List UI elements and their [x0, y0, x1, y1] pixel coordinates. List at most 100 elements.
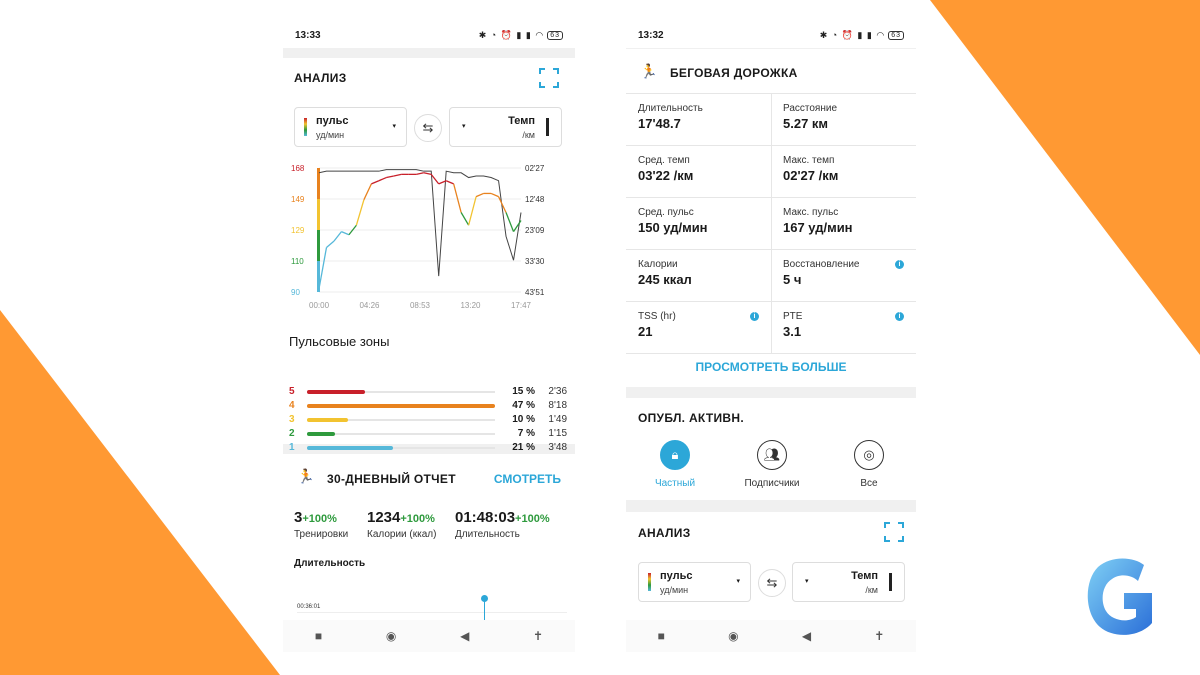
metric-value: 02'27 /км	[783, 168, 839, 183]
stat-value: 3	[294, 509, 303, 526]
status-bar: 13:33 ✱ ◔ ⏰ ▮ ▮ ◠ 63	[283, 22, 575, 48]
accessibility-icon[interactable]: ✝	[533, 629, 544, 643]
y-right-tick: 23'09	[525, 226, 545, 235]
battery-icon: 63	[888, 30, 904, 40]
home-icon[interactable]: ◉	[728, 629, 739, 643]
duration-chart-gridline	[297, 612, 567, 613]
hr-pace-chart: 168 02'27 149 12'48 129 23'09 110 33'30 90 43'51 0…	[291, 164, 545, 310]
metric-value: 21	[638, 324, 653, 339]
accessibility-icon[interactable]: ✝	[874, 629, 885, 643]
analysis-title: АНАЛИЗ	[638, 526, 691, 540]
zone-track	[307, 418, 495, 422]
view-report-link[interactable]: СМОТРЕТЬ	[493, 472, 561, 486]
treadmill-icon: 🏃	[640, 63, 658, 79]
metric-label: Сред. темп	[638, 155, 690, 166]
report-title: 30-ДНЕВНЫЙ ОТЧЕТ	[327, 472, 456, 486]
visibility-followers[interactable]: 👥︎ Подписчики	[737, 440, 807, 489]
metric-cell: Калории 245 ккал	[626, 250, 771, 302]
x-tick: 04:26	[359, 301, 380, 310]
metric-value: 03'22 /км	[638, 168, 694, 183]
select-label: Темп	[851, 570, 878, 582]
hr-line-segment	[497, 196, 507, 213]
hr-line-segment	[438, 180, 447, 185]
brand-logo	[1087, 558, 1152, 635]
visibility-private[interactable]: 🔒︎ Частный	[640, 440, 710, 489]
zone-number: 5	[289, 386, 295, 397]
metric-label: Сред. пульс	[638, 207, 694, 218]
status-icons: ✱ ◔ ⏰ ▮ ▮ ◠ 63	[820, 30, 904, 41]
zone-time: 1'15	[548, 428, 567, 439]
info-icon[interactable]: i	[895, 312, 904, 321]
expand-icon[interactable]	[539, 68, 559, 88]
hr-line-segment	[490, 192, 499, 198]
zone-number: 4	[289, 400, 295, 411]
y-right-tick: 02'27	[525, 164, 545, 173]
zone-row: 3 10 % 1'49	[289, 414, 567, 426]
expand-icon[interactable]	[884, 522, 904, 542]
metric-value: 150 уд/мин	[638, 220, 708, 235]
metric-label: Расстояние	[783, 103, 838, 114]
select-label: пульс	[316, 115, 349, 127]
zone-bar	[307, 390, 366, 394]
x-tick: 00:00	[309, 301, 330, 310]
metric-value: 167 уд/мин	[783, 220, 853, 235]
pace-line	[318, 169, 522, 277]
swap-icon[interactable]: ⇆	[758, 569, 786, 597]
publish-card: ОПУБЛ. АКТИВН. 🔒︎ Частный 👥︎ Подписчики …	[626, 398, 916, 500]
swap-icon[interactable]: ⇆	[414, 114, 442, 142]
stat-workouts: 3+100% Тренировки	[294, 509, 348, 540]
zone-number: 3	[289, 414, 295, 425]
info-icon[interactable]: i	[750, 312, 759, 321]
y-right-tick: 33'30	[525, 257, 545, 266]
hr-line-segment	[318, 247, 328, 289]
y-left-tick: 129	[291, 226, 305, 235]
zone-number: 1	[289, 442, 295, 453]
metric-select-pace[interactable]: ▾ Темп /км	[449, 107, 562, 147]
metric-select-pace[interactable]: ▾ Темп /км	[792, 562, 905, 602]
metric-cell: Расстояние 5.27 км	[771, 94, 916, 146]
zone-row: 2 7 % 1'15	[289, 428, 567, 440]
hr-line-segment	[386, 175, 394, 179]
zone-row: 1 21 % 3'48	[289, 442, 567, 454]
stat-label: Длительность	[455, 529, 520, 540]
select-label: пульс	[660, 570, 693, 582]
dropdown-arrow-icon: ▾	[462, 123, 466, 130]
hr-line-segment	[468, 196, 477, 226]
zones-title: Пульсовые зоны	[289, 334, 390, 349]
pace-color-icon	[889, 573, 892, 591]
phone-left: 13:33 ✱ ◔ ⏰ ▮ ▮ ◠ 63 АНАЛИЗ пульс уд/мин…	[283, 22, 575, 652]
x-tick: 17:47	[511, 301, 532, 310]
metric-label: Восстановление	[783, 259, 860, 270]
duration-chart-bar	[484, 598, 485, 624]
metric-select-heart-rate[interactable]: пульс уд/мин ▾	[294, 107, 407, 147]
info-icon[interactable]: i	[895, 260, 904, 269]
back-icon[interactable]: ◀	[460, 629, 470, 643]
hr-line-segment	[460, 212, 470, 226]
metric-label: Макс. пульс	[783, 207, 839, 218]
back-icon[interactable]: ◀	[801, 629, 812, 643]
divider	[771, 94, 772, 354]
zone-track	[307, 404, 495, 408]
recents-icon[interactable]: ■	[657, 629, 665, 643]
select-label: Темп	[508, 115, 535, 127]
zone-time: 3'48	[548, 442, 567, 453]
zone-percent: 21 %	[512, 442, 535, 453]
hr-line-segment	[416, 172, 424, 175]
metric-value: 5.27 км	[783, 116, 829, 131]
zone-percent: 10 %	[512, 414, 535, 425]
view-more-button[interactable]: ПРОСМОТРЕТЬ БОЛЬШЕ	[695, 360, 847, 374]
stat-duration: 01:48:03+100% Длительность	[455, 509, 550, 540]
duration-chart-title: Длительность	[294, 558, 366, 569]
metric-label: Длительность	[638, 103, 703, 114]
dropdown-arrow-icon: ▾	[736, 578, 740, 585]
x-tick: 13:20	[460, 301, 481, 310]
y-right-tick: 12'48	[525, 195, 545, 204]
visibility-everyone[interactable]: ◎ Все	[834, 440, 904, 489]
metric-select-heart-rate[interactable]: пульс уд/мин ▾	[638, 562, 751, 602]
home-icon[interactable]: ◉	[385, 629, 397, 643]
recents-icon[interactable]: ■	[314, 629, 323, 643]
metric-cell: Сред. темп 03'22 /км	[626, 146, 771, 198]
y-left-tick: 110	[291, 257, 304, 266]
analysis-title: АНАЛИЗ	[294, 71, 347, 85]
zone-time: 1'49	[548, 414, 567, 425]
